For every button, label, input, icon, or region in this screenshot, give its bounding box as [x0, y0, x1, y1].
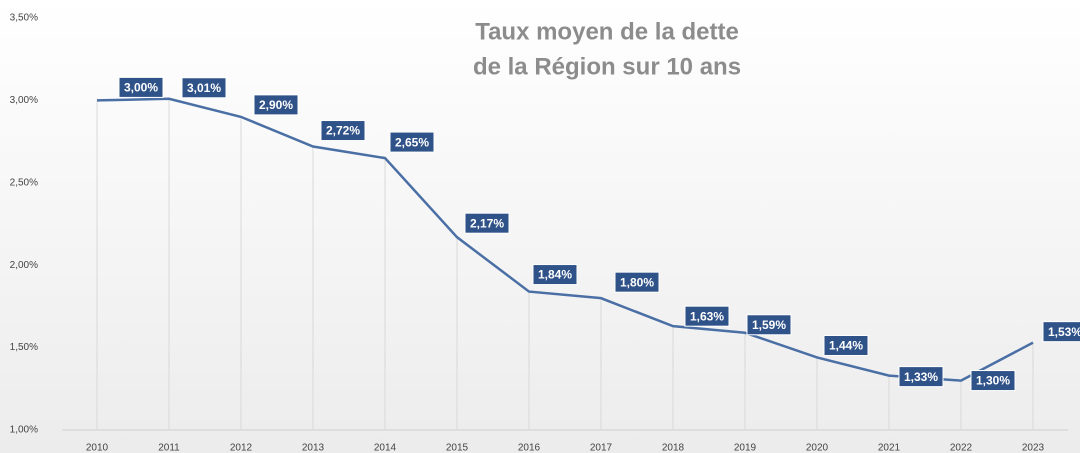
x-tick-label: 2019: [734, 443, 757, 453]
x-tick-label: 2021: [878, 443, 901, 453]
x-tick-label: 2014: [374, 443, 397, 453]
y-tick-label: 1,50%: [10, 342, 38, 353]
x-tick-label: 2016: [518, 443, 541, 453]
value-label: 2,72%: [326, 124, 360, 138]
value-label: 1,80%: [620, 275, 654, 289]
x-tick-label: 2012: [230, 443, 253, 453]
value-label: 1,53%: [1048, 325, 1080, 339]
y-tick-label: 1,00%: [10, 425, 38, 436]
value-label-box: [684, 305, 730, 327]
value-label: 1,30%: [976, 374, 1010, 388]
value-label-box: [746, 314, 792, 336]
chart-title: de la Région sur 10 ans: [473, 53, 741, 80]
value-label: 2,17%: [470, 216, 504, 230]
value-label: 1,44%: [829, 339, 863, 353]
value-label: 2,65%: [395, 135, 429, 149]
value-label-box: [1042, 321, 1080, 343]
value-label: 1,84%: [538, 268, 572, 282]
value-label-box: [389, 131, 435, 153]
y-tick-label: 2,50%: [10, 177, 38, 188]
value-label-box: [181, 77, 227, 99]
x-tick-label: 2015: [446, 443, 469, 453]
value-label-box: [614, 271, 660, 293]
y-tick-label: 3,50%: [10, 13, 38, 24]
value-label: 1,33%: [904, 370, 938, 384]
value-label-box: [118, 76, 164, 98]
value-label-box: [898, 366, 944, 388]
chart-title: Taux moyen de la dette: [475, 18, 739, 45]
x-tick-label: 2018: [662, 443, 685, 453]
value-label-box: [253, 94, 299, 116]
value-label-box: [320, 120, 366, 142]
value-label: 2,90%: [259, 98, 293, 112]
line-series: [96, 97, 1034, 382]
value-label-box: [970, 370, 1016, 392]
value-label: 3,01%: [187, 81, 221, 95]
x-tick-label: 2022: [950, 443, 973, 453]
y-tick-label: 2,00%: [10, 260, 38, 271]
value-label: 1,59%: [752, 318, 786, 332]
x-tick-label: 2010: [86, 443, 109, 453]
x-tick-label: 2017: [590, 443, 613, 453]
value-label: 3,00%: [124, 81, 158, 95]
value-label: 1,63%: [690, 309, 724, 323]
value-label-box: [464, 212, 510, 234]
y-tick-label: 3,00%: [10, 95, 38, 106]
x-tick-label: 2013: [302, 443, 325, 453]
x-tick-label: 2020: [806, 443, 829, 453]
x-tick-label: 2011: [158, 443, 180, 453]
x-tick-label: 2023: [1022, 443, 1045, 453]
value-label-box: [823, 334, 869, 356]
value-label-box: [532, 264, 578, 286]
